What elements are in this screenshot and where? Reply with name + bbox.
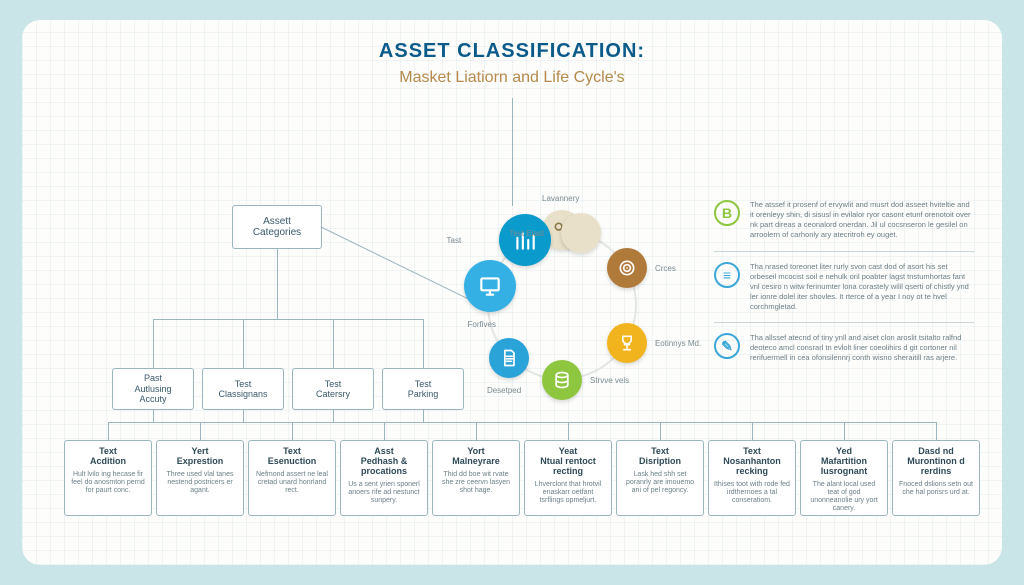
tree-root: AssettCategories <box>232 205 322 249</box>
tree-mid-0: PastAutlusingAccuty <box>112 368 194 410</box>
cycle-label-6: Tast <box>447 236 462 245</box>
cycle-node-doc <box>489 338 529 378</box>
cycle-node-trophy <box>607 323 647 363</box>
page-subtitle: Masket Liatiorn and Life Cycle's <box>50 69 974 87</box>
diagram-panel: ASSET CLASSIFICATION: Masket Liatiorn an… <box>22 20 1002 565</box>
lifecycle-cycle: LavanneryCrcesEotinnys Md.Strvve velsDes… <box>452 195 672 415</box>
cycle-node-target <box>607 248 647 288</box>
tree-mid-1: TestClassignans <box>202 368 284 410</box>
info-text-2: Tha allssef atecnd of tiny ynll and aise… <box>750 333 974 363</box>
tree-leaf-5: YeatNtual rentoctrectingLhverclont that … <box>524 440 612 516</box>
info-row-0: B The atssef it prosenf of ervywlit and m… <box>714 190 974 251</box>
cycle-label-1: Crces <box>655 264 676 273</box>
cycle-label-4: Desetped <box>487 386 521 395</box>
cycle-label-0: Lavannery <box>542 194 579 203</box>
cycle-node-screen <box>464 260 516 312</box>
cycle-label-7: Test Elast <box>509 229 544 238</box>
info-icon-2: ✎ <box>714 333 740 359</box>
info-text-1: Tha nrased toreonet liter rurly svon cas… <box>750 262 974 313</box>
tree-leaf-9: Dasd ndMurontinon drerdinsFnoced dslions… <box>892 440 980 516</box>
tree-leaf-8: YedMafartitionIusrognantThe alant local … <box>800 440 888 516</box>
cycle-label-2: Eotinnys Md. <box>655 339 701 348</box>
tree-mid-3: TestParking <box>382 368 464 410</box>
tree-leaf-3: AsstPedhash &procationsUs a sent yrien s… <box>340 440 428 516</box>
info-text-0: The atssef it prosenf of ervywlit and mu… <box>750 200 974 241</box>
info-icon-0: B <box>714 200 740 226</box>
cycle-node-bars <box>499 214 551 266</box>
cycle-node-blank <box>561 213 601 253</box>
cycle-node-stack <box>542 360 582 400</box>
info-row-2: ✎ Tha allssef atecnd of tiny ynll and ais… <box>714 322 974 373</box>
cycle-label-5: Forfives <box>468 320 496 329</box>
cycle-label-3: Strvve vels <box>590 376 629 385</box>
tree-leaf-2: TextEsenuctionNefmond assert ne leal cre… <box>248 440 336 516</box>
info-column: B The atssef it prosenf of ervywlit and m… <box>714 190 974 374</box>
tree-leaf-6: TextDisriptionLask hed shh set poranrly … <box>616 440 704 516</box>
tree-leaf-4: YortMalneyrareThid dd boe wit rvate she … <box>432 440 520 516</box>
page-title: ASSET CLASSIFICATION: <box>50 40 974 63</box>
tree-leaf-7: TextNosanhantonreckingIthises toot with … <box>708 440 796 516</box>
info-icon-1: ≡ <box>714 262 740 288</box>
tree-leaf-0: TextAcditionHult lvilo ing hecase fir fe… <box>64 440 152 516</box>
tree-leaf-1: YertExprestionThree used vlal tanes nest… <box>156 440 244 516</box>
tree-mid-2: TestCatersry <box>292 368 374 410</box>
title-guide-line <box>512 98 513 206</box>
info-row-1: ≡ Tha nrased toreonet liter rurly svon ca… <box>714 251 974 323</box>
